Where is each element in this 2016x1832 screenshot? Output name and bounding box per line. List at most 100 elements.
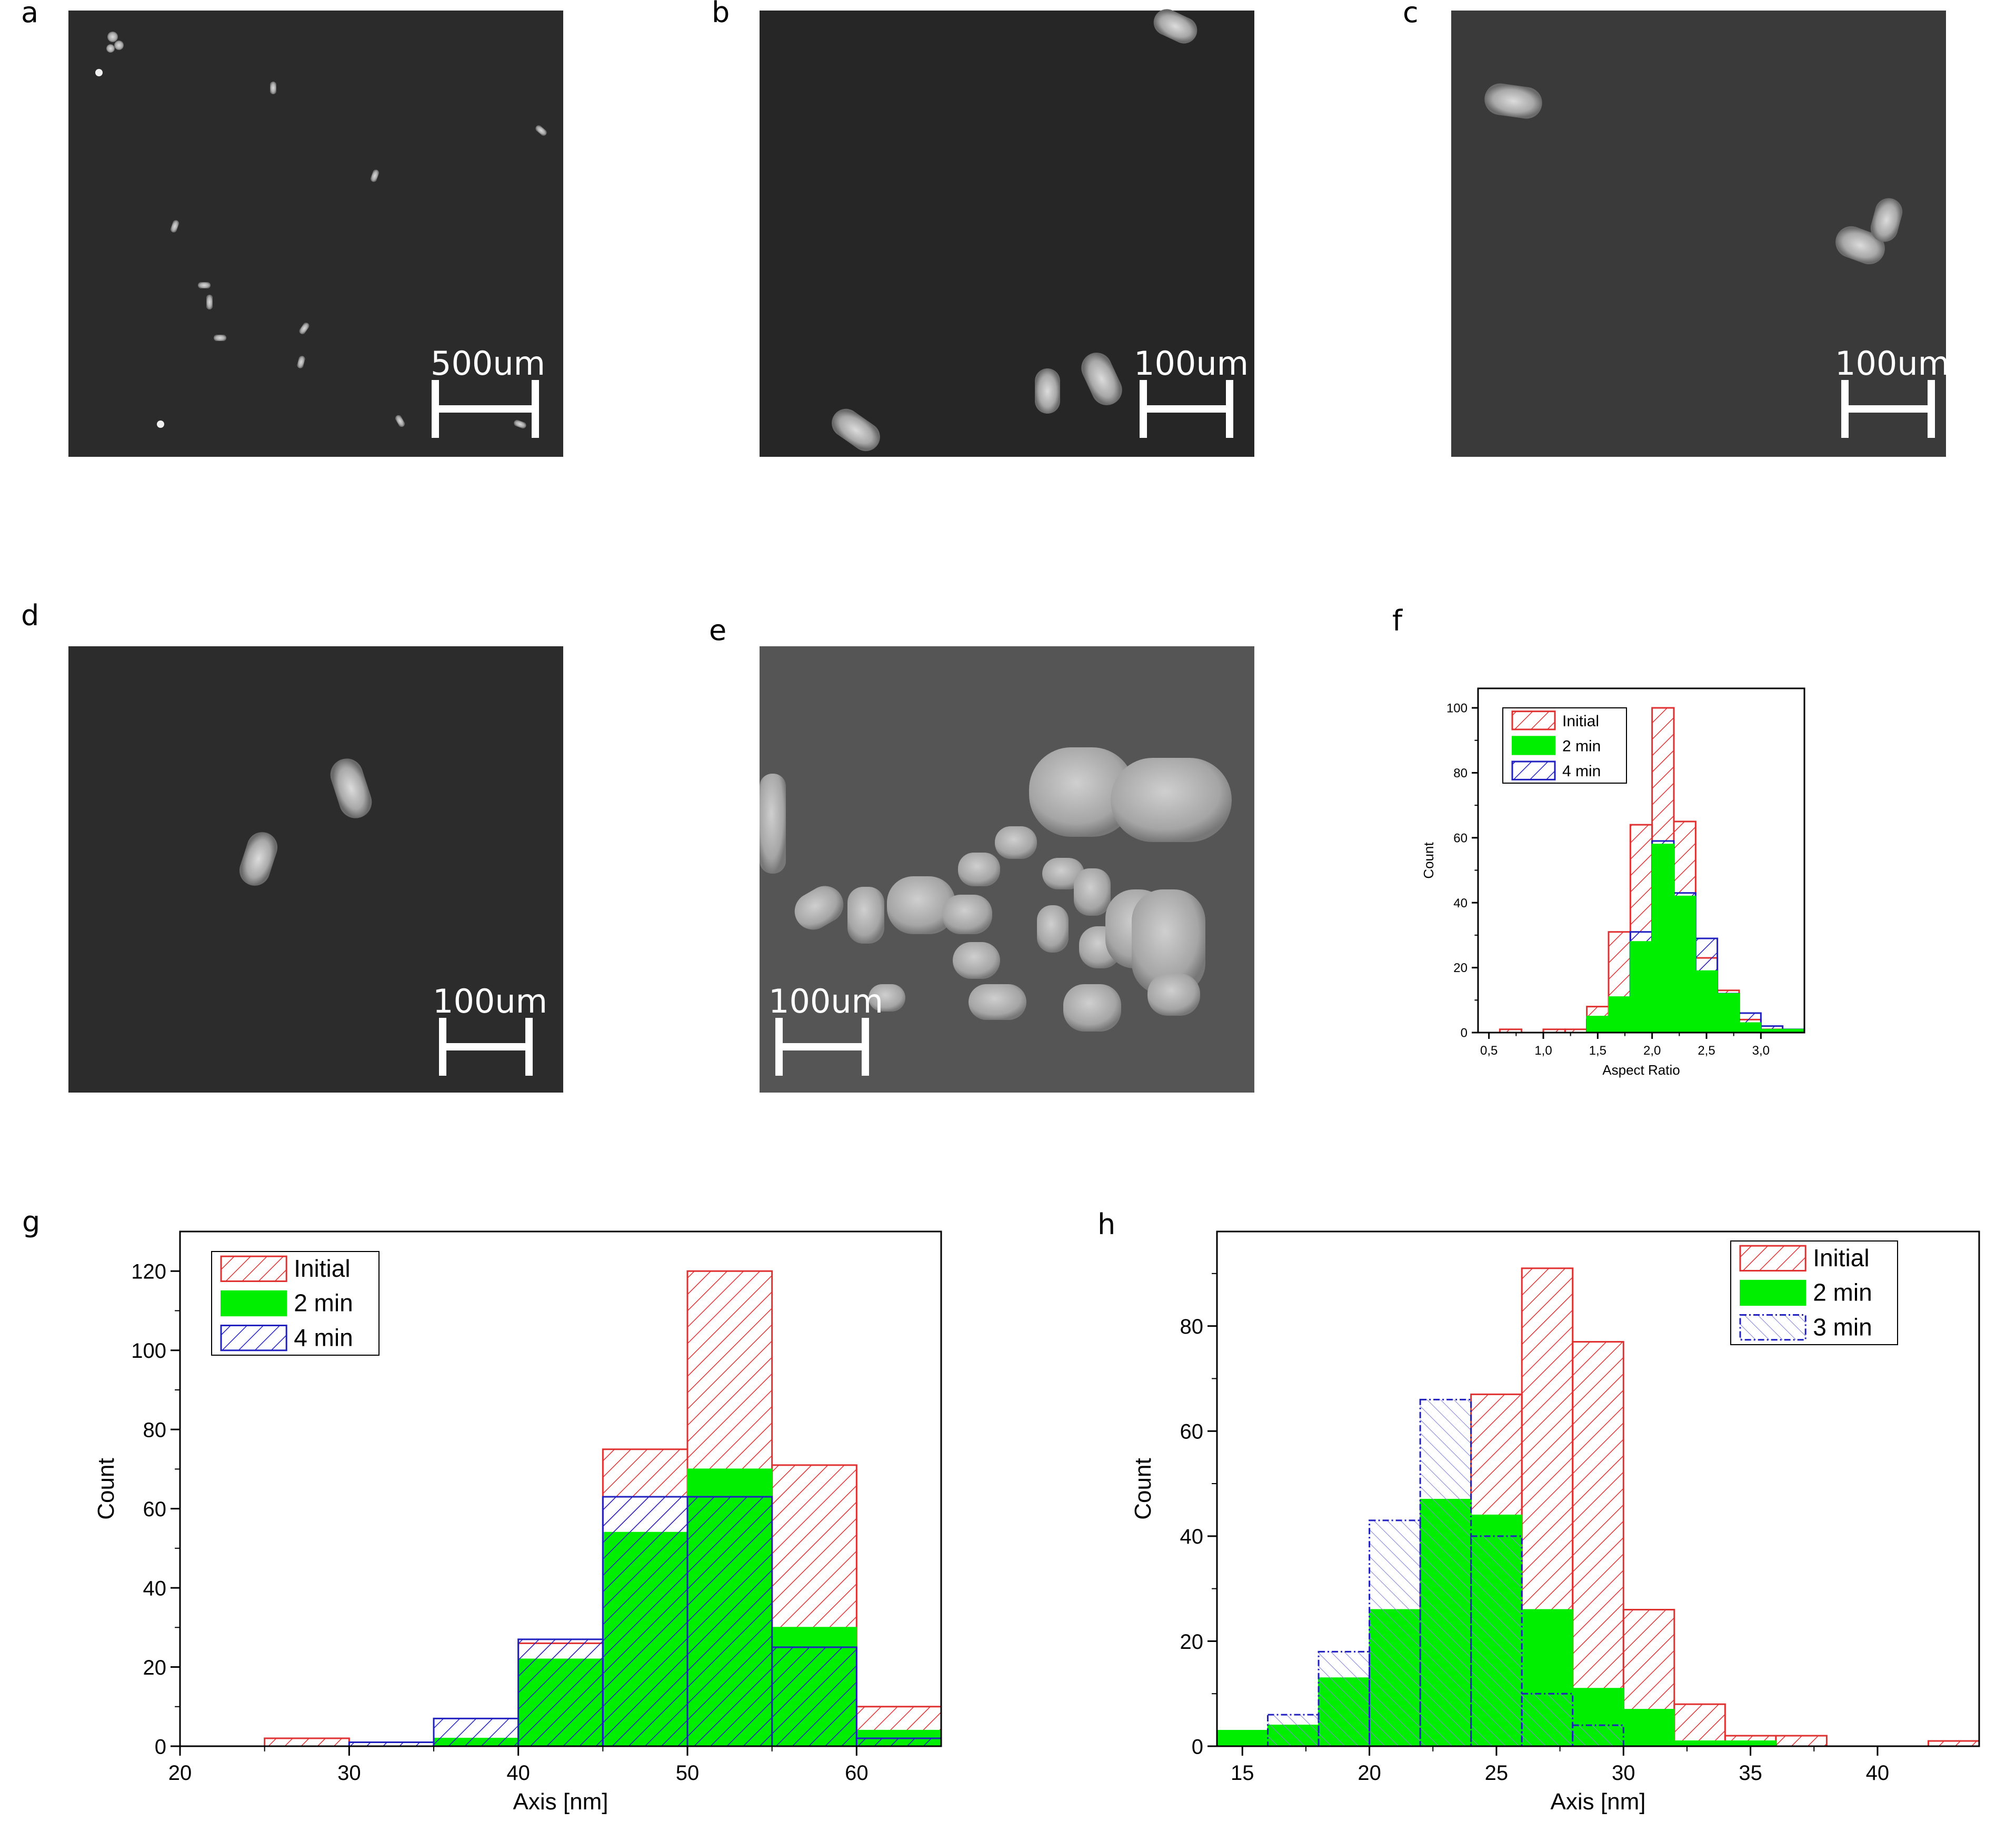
bar xyxy=(1471,1536,1522,1746)
legend-label: 4 min xyxy=(1562,763,1601,780)
micrograph-c: 100um xyxy=(1451,11,1950,457)
panel-label-d: d xyxy=(21,599,39,632)
bar xyxy=(1674,1704,1725,1746)
y-tick-label: 40 xyxy=(1453,896,1468,910)
legend-label: Initial xyxy=(294,1255,350,1282)
legend-swatch xyxy=(221,1256,286,1281)
micrograph-e: 100um xyxy=(760,646,1254,1093)
panel-label-e: e xyxy=(709,614,726,647)
y-tick-label: 120 xyxy=(131,1260,166,1284)
bar xyxy=(265,1738,350,1746)
bar xyxy=(1587,1016,1609,1033)
y-tick-label: 100 xyxy=(131,1339,166,1363)
legend-label: 2 min xyxy=(1562,737,1601,755)
x-tick-label: 20 xyxy=(168,1761,192,1785)
scale-bar-label-c: 100um xyxy=(1835,344,1950,383)
bar xyxy=(1623,1709,1674,1746)
scale-bar-label-a: 500um xyxy=(431,344,545,383)
legend-swatch xyxy=(1740,1315,1805,1340)
y-tick-label: 0 xyxy=(155,1735,166,1758)
panel-label-f: f xyxy=(1392,604,1403,637)
legend-label: 2 min xyxy=(1813,1279,1872,1306)
x-tick-label: 30 xyxy=(1612,1761,1635,1785)
legend-label: 4 min xyxy=(294,1324,353,1351)
bar xyxy=(1695,971,1717,1033)
x-tick-label: 0,5 xyxy=(1480,1044,1498,1058)
x-axis-label: Aspect Ratio xyxy=(1602,1062,1680,1078)
legend: Initial 2 min 4 min xyxy=(212,1252,379,1355)
legend-swatch xyxy=(1512,736,1555,754)
y-tick-label: 100 xyxy=(1446,702,1468,716)
x-tick-label: 15 xyxy=(1231,1761,1254,1785)
y-tick-label: 60 xyxy=(1453,831,1468,845)
legend-swatch xyxy=(1512,712,1555,729)
legend-swatch xyxy=(1740,1280,1805,1305)
bar xyxy=(603,1497,687,1746)
scale-bar-label-b: 100um xyxy=(1134,344,1249,383)
bar xyxy=(1319,1651,1370,1746)
x-tick-label: 60 xyxy=(845,1761,869,1785)
panel-label-b: b xyxy=(712,0,730,29)
x-tick-label: 1,0 xyxy=(1534,1044,1552,1058)
bar xyxy=(1217,1730,1268,1746)
panel-label-h: h xyxy=(1097,1208,1115,1241)
y-axis-label: Count xyxy=(1421,842,1436,879)
x-tick-label: 30 xyxy=(337,1761,361,1785)
histogram-f: 0,5 1,0 1,5 2,0 2,5 3,0 0 20 40 60 80 100 Aspect Rat… xyxy=(1421,688,1804,1078)
bar xyxy=(772,1647,857,1746)
x-axis-label: Axis [nm] xyxy=(1551,1789,1646,1815)
y-tick-label: 20 xyxy=(1180,1630,1204,1654)
legend: Initial 2 min 3 min xyxy=(1731,1241,1898,1345)
bar xyxy=(1776,1736,1827,1746)
legend-swatch xyxy=(1512,762,1555,779)
y-axis-label: Count xyxy=(93,1458,119,1519)
x-tick-label: 40 xyxy=(506,1761,530,1785)
x-tick-label: 20 xyxy=(1358,1761,1381,1785)
bar xyxy=(1420,1399,1471,1746)
legend-swatch xyxy=(221,1326,286,1350)
x-tick-label: 2,0 xyxy=(1643,1044,1661,1058)
panel-label-c: c xyxy=(1403,0,1419,29)
bar xyxy=(1609,997,1630,1033)
scale-bar-label-d: 100um xyxy=(433,982,547,1020)
y-tick-label: 40 xyxy=(143,1577,167,1600)
y-tick-label: 80 xyxy=(1453,766,1468,780)
legend: Initial 2 min 4 min xyxy=(1503,708,1626,783)
x-axis-label: Axis [nm] xyxy=(513,1789,608,1815)
panel-label-g: g xyxy=(22,1205,40,1238)
legend-label: 2 min xyxy=(294,1289,353,1317)
bar xyxy=(1630,942,1652,1033)
panel-label-a: a xyxy=(21,0,38,29)
legend-swatch xyxy=(1740,1246,1805,1270)
x-tick-label: 25 xyxy=(1485,1761,1509,1785)
y-tick-label: 40 xyxy=(1180,1525,1204,1548)
micrograph-a: 500um xyxy=(68,11,563,457)
x-tick-label: 2,5 xyxy=(1698,1044,1715,1058)
histogram-h: 15 20 25 30 35 40 0 20 40 60 80 Axis [nm] Count Initi… xyxy=(1130,1232,1979,1815)
x-tick-label: 50 xyxy=(676,1761,700,1785)
y-tick-label: 80 xyxy=(1180,1315,1204,1338)
legend-label: Initial xyxy=(1813,1244,1869,1272)
y-tick-label: 0 xyxy=(1192,1735,1203,1758)
x-tick-label: 3,0 xyxy=(1752,1044,1770,1058)
y-tick-label: 0 xyxy=(1461,1026,1468,1040)
legend-swatch xyxy=(221,1291,286,1316)
bar xyxy=(1573,1725,1624,1746)
legend-label: 3 min xyxy=(1813,1313,1872,1340)
bar xyxy=(434,1718,518,1746)
scale-bar-label-e: 100um xyxy=(769,982,883,1020)
bar xyxy=(1573,1342,1624,1746)
y-tick-label: 80 xyxy=(143,1419,167,1442)
y-tick-label: 20 xyxy=(1453,961,1468,975)
bar xyxy=(687,1497,772,1746)
y-tick-label: 20 xyxy=(143,1656,167,1679)
bar xyxy=(856,1738,941,1746)
bar xyxy=(1268,1715,1319,1746)
bar xyxy=(518,1639,603,1746)
bar xyxy=(1674,896,1695,1033)
x-tick-label: 1,5 xyxy=(1589,1044,1606,1058)
y-tick-label: 60 xyxy=(1180,1420,1204,1444)
micrograph-b: 100um xyxy=(760,5,1254,457)
